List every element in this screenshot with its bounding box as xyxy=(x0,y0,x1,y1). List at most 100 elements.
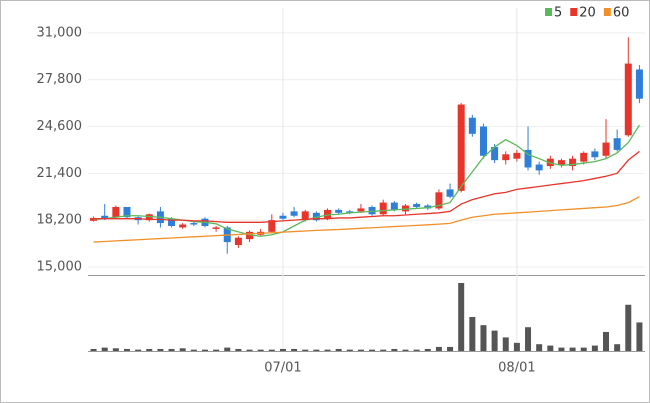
volume-bar xyxy=(435,346,442,351)
volume-bar xyxy=(213,349,220,351)
y-tick-label: 24,600 xyxy=(37,119,83,134)
volume-bar xyxy=(313,349,320,351)
candle-body xyxy=(379,202,387,215)
legend: 5 20 60 xyxy=(545,6,629,21)
candle-body xyxy=(179,224,187,228)
candle-body xyxy=(101,215,109,219)
y-tick-label: 31,000 xyxy=(37,25,83,40)
x-tick-label: 07/01 xyxy=(264,361,301,376)
volume-bar xyxy=(335,348,342,351)
y-tick-label: 27,800 xyxy=(37,72,83,87)
volume-bar xyxy=(636,322,643,351)
candle-body xyxy=(112,206,120,218)
candle-body xyxy=(524,149,532,168)
candle-body xyxy=(557,160,565,165)
volume-bar xyxy=(603,331,610,351)
candle-body xyxy=(457,104,465,191)
volume-bar xyxy=(625,304,632,351)
y-tick-label: 15,000 xyxy=(37,259,83,274)
volume-bar xyxy=(547,345,554,351)
volume-bar xyxy=(591,345,598,351)
volume-bar xyxy=(458,283,465,351)
volume-bar xyxy=(246,349,253,351)
candle-body xyxy=(279,215,287,219)
candle-body xyxy=(513,152,521,159)
volume-bar xyxy=(90,348,97,351)
candle-body xyxy=(613,138,621,150)
volume-bar xyxy=(580,347,587,351)
volume-bar xyxy=(569,347,576,351)
legend-swatch xyxy=(545,8,552,16)
candle-body xyxy=(580,152,588,162)
volume-bar xyxy=(469,317,476,351)
volume-bar xyxy=(424,348,431,351)
legend-label: 5 xyxy=(554,6,562,21)
volume-bar xyxy=(291,348,298,351)
candle-body xyxy=(569,158,577,167)
candle-body xyxy=(168,218,176,226)
volume-bar xyxy=(413,349,420,351)
volume-bar xyxy=(135,349,142,351)
volume-bar xyxy=(190,349,197,351)
legend-swatch xyxy=(570,8,578,16)
candle-body xyxy=(624,63,632,136)
moving-average-line xyxy=(93,150,640,223)
candle-body xyxy=(546,158,554,167)
candle-body xyxy=(268,220,276,232)
candle-body xyxy=(357,208,365,212)
volume-bar xyxy=(302,349,309,351)
legend-label: 60 xyxy=(613,6,630,21)
volume-bar xyxy=(502,337,509,351)
candle-body xyxy=(401,205,409,212)
candle-body xyxy=(301,211,309,221)
candle-body xyxy=(290,211,298,216)
volume-bar xyxy=(480,325,487,351)
volume-bar xyxy=(179,348,186,351)
volume-bar xyxy=(157,348,164,351)
volume-bar xyxy=(369,349,376,351)
volume-bar xyxy=(558,347,565,351)
volume-bar xyxy=(268,349,275,351)
candle-body xyxy=(602,142,610,156)
candle-body xyxy=(435,192,443,209)
volume-bar xyxy=(402,349,409,351)
volume-bar xyxy=(146,348,153,351)
volume-bar xyxy=(279,348,286,351)
volume-bar xyxy=(168,348,175,351)
candle-body xyxy=(468,117,476,134)
volume-bar xyxy=(614,344,621,351)
candle-body xyxy=(246,231,254,240)
candle-body xyxy=(335,209,343,213)
volume-bar xyxy=(201,349,208,351)
volume-bar xyxy=(257,349,264,351)
candle-body xyxy=(234,237,242,246)
candle-body xyxy=(390,202,398,210)
moving-average-line xyxy=(93,196,640,243)
candle-body xyxy=(145,214,153,221)
volume-bar xyxy=(224,347,231,351)
volume-bar xyxy=(346,349,353,351)
legend-swatch xyxy=(603,8,611,16)
candle-body xyxy=(324,209,332,219)
candle-body xyxy=(368,206,376,215)
candle-body xyxy=(479,126,487,156)
volume-bar xyxy=(235,348,242,351)
candle-body xyxy=(446,189,454,197)
candle-body xyxy=(190,223,198,225)
volume-bar xyxy=(536,344,543,351)
volume-bar xyxy=(513,342,520,351)
candle-body xyxy=(424,205,432,209)
candle-body xyxy=(502,154,510,161)
candle-body xyxy=(123,206,131,218)
candle-body xyxy=(312,212,320,221)
candle-body xyxy=(346,211,354,213)
candle-body xyxy=(212,227,220,229)
volume-bar xyxy=(491,330,498,351)
volume-bar xyxy=(380,349,387,351)
y-tick-label: 18,200 xyxy=(37,213,83,228)
candle-body xyxy=(491,146,499,161)
volume-bar xyxy=(112,348,119,351)
volume-bar xyxy=(101,347,108,351)
